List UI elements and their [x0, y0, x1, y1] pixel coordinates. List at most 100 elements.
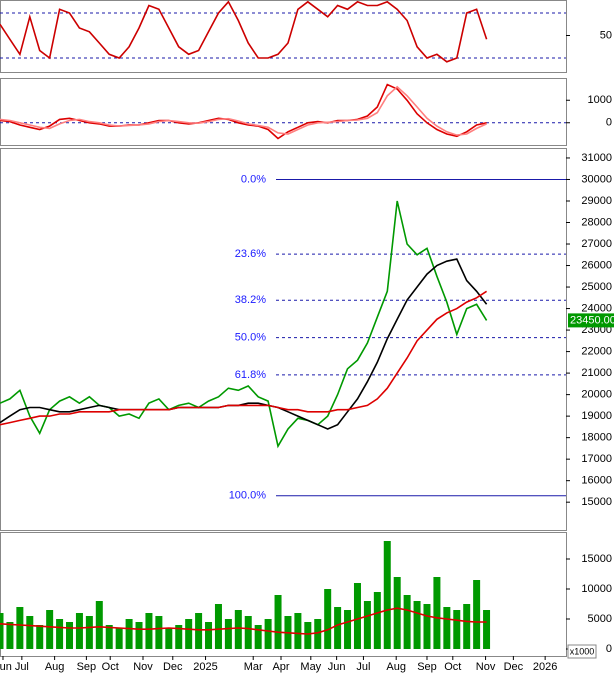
y-tick-label: 30000: [581, 173, 612, 185]
x-tick-label: Dec: [504, 661, 524, 673]
x-tick-label: Aug: [45, 661, 65, 673]
volume-bar: [16, 607, 24, 649]
fib-label: 50.0%: [235, 332, 266, 344]
y-tick-label: 15000: [581, 496, 612, 508]
volume-bar: [36, 625, 44, 649]
volume-bar: [75, 613, 83, 649]
y-tick-label: 27000: [581, 238, 612, 250]
volume-bar: [274, 595, 282, 649]
y-tick-label: 29000: [581, 195, 612, 207]
y-tick-label: 5000: [588, 613, 612, 625]
volume-bar: [344, 610, 352, 649]
volume-bar: [205, 622, 213, 649]
volume-bar: [155, 616, 163, 649]
series-line: [0, 83, 487, 140]
series-line: [0, 258, 488, 430]
panel-frame: [0, 148, 567, 531]
volume-bar: [363, 601, 371, 649]
volume-bar: [483, 610, 491, 649]
volume-bar: [175, 625, 183, 649]
x-tick-label: Jun: [328, 661, 346, 673]
volume-bar: [403, 595, 411, 649]
volume-bar: [463, 604, 471, 649]
x-tick-label: Apr: [272, 661, 289, 673]
y-tick-label: 24000: [581, 302, 612, 314]
volume-bar: [314, 619, 322, 649]
x-tick-label: 2026: [533, 661, 557, 673]
volume-bar: [413, 601, 421, 649]
volume-bar: [383, 541, 391, 649]
last-price-label: 23450.00: [570, 314, 614, 326]
series-line: [0, 290, 488, 426]
volume-bar: [6, 622, 14, 649]
x-tick-label: Jul: [356, 661, 370, 673]
panel-frame: [0, 78, 567, 146]
y-tick-label: 26000: [581, 259, 612, 271]
unit-box: [567, 644, 597, 659]
volume-bar: [324, 589, 332, 649]
series-line: [0, 607, 487, 635]
fib-label: 61.8%: [235, 369, 266, 381]
volume-bar: [46, 610, 54, 649]
volume-bar: [95, 601, 103, 649]
volume-bar: [66, 622, 74, 649]
volume-bar: [304, 622, 312, 649]
y-tick-label: 17000: [581, 453, 612, 465]
volume-bar: [195, 613, 203, 649]
unit-label: x1000: [570, 646, 595, 656]
y-tick-label: 21000: [581, 367, 612, 379]
volume-bar: [244, 616, 252, 649]
volume-bar: [264, 619, 272, 649]
volume-bar: [0, 613, 4, 649]
volume-bar: [185, 619, 193, 649]
volume-bar: [125, 619, 133, 649]
volume-bar: [433, 577, 441, 649]
volume-bar: [373, 592, 381, 649]
x-tick-label: Jun: [0, 661, 12, 673]
x-tick-label: Dec: [163, 661, 183, 673]
volume-bar: [443, 607, 451, 649]
y-tick-label: 22000: [581, 345, 612, 357]
y-tick-label: 50: [600, 29, 612, 41]
volume-bar: [234, 610, 242, 649]
series-line: [0, 85, 487, 136]
series-line: [0, 0, 488, 63]
x-tick-label: Nov: [476, 661, 496, 673]
volume-bar: [26, 616, 34, 649]
x-tick-label: Mar: [244, 661, 263, 673]
volume-bar: [165, 628, 173, 649]
y-tick-label: 20000: [581, 389, 612, 401]
volume-bar: [334, 607, 342, 649]
volume-bar: [85, 616, 93, 649]
y-tick-label: 18000: [581, 432, 612, 444]
y-tick-label: 1000: [588, 94, 612, 106]
volume-bar: [423, 604, 431, 649]
fib-label: 23.6%: [235, 248, 266, 260]
volume-bar: [115, 628, 123, 649]
x-tick-label: Aug: [386, 661, 406, 673]
y-tick-label: 31000: [581, 152, 612, 164]
panel-frame: [0, 0, 567, 73]
x-tick-label: Sep: [77, 661, 97, 673]
x-tick-label: Oct: [444, 661, 461, 673]
x-tick-label: Jul: [15, 661, 29, 673]
x-tick-label: Nov: [133, 661, 153, 673]
y-tick-label: 28000: [581, 216, 612, 228]
y-tick-label: 0: [606, 643, 612, 655]
y-tick-label: 19000: [581, 410, 612, 422]
fib-label: 100.0%: [229, 490, 267, 502]
panel-frame: [0, 532, 567, 657]
last-price-box: [568, 313, 614, 328]
volume-bar: [105, 625, 113, 649]
volume-bar: [145, 613, 153, 649]
x-tick-label: May: [300, 661, 321, 673]
volume-bar: [453, 610, 461, 649]
y-tick-label: 15000: [581, 553, 612, 565]
volume-bar: [254, 625, 262, 649]
y-tick-label: 16000: [581, 475, 612, 487]
volume-bar: [473, 580, 481, 649]
fib-label: 0.0%: [241, 173, 266, 185]
volume-bar: [56, 619, 64, 649]
x-tick-label: Sep: [417, 661, 437, 673]
y-tick-label: 0: [606, 117, 612, 129]
